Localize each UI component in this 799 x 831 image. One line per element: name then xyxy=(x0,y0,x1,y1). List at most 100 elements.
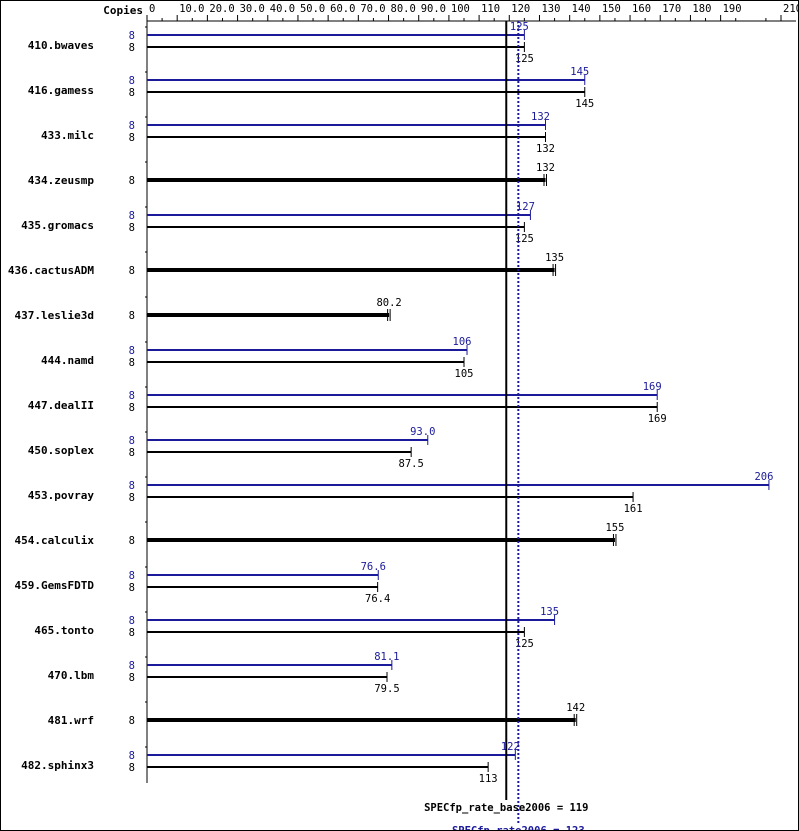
peak-copies-value: 8 xyxy=(129,570,135,582)
x-tick-label: 80.0 xyxy=(391,3,416,15)
bar-value-label: 132 xyxy=(536,162,555,174)
peak-value-label: 106 xyxy=(453,336,472,348)
peak-copies-value: 8 xyxy=(129,390,135,402)
base-value-label: 79.5 xyxy=(374,683,399,695)
peak-copies-value: 8 xyxy=(129,210,135,222)
base-value-label: 125 xyxy=(515,233,534,245)
base-copies-value: 8 xyxy=(129,222,135,234)
x-tick-label: 160 xyxy=(632,3,651,15)
x-tick-label: 180 xyxy=(692,3,711,15)
copies-value: 8 xyxy=(129,265,135,277)
x-tick-label: 190 xyxy=(723,3,742,15)
benchmark-label: 481.wrf xyxy=(48,714,94,727)
base-value-label: 113 xyxy=(479,773,498,785)
peak-value-label: 76.6 xyxy=(361,561,386,573)
peak-copies-value: 8 xyxy=(129,435,135,447)
peak-copies-value: 8 xyxy=(129,75,135,87)
benchmark-label: 416.gamess xyxy=(28,84,94,97)
peak-value-label: 93.0 xyxy=(410,426,435,438)
benchmark-label: 453.povray xyxy=(28,489,95,502)
benchmark-label: 433.milc xyxy=(41,129,94,142)
base-value-label: 76.4 xyxy=(365,593,390,605)
x-tick-label: 60.0 xyxy=(330,3,355,15)
peak-copies-value: 8 xyxy=(129,660,135,672)
peak-reference-label: SPECfp_rate2006 = 123 xyxy=(452,825,585,830)
x-tick-label: 30.0 xyxy=(240,3,265,15)
base-value-label: 132 xyxy=(536,143,555,155)
x-tick-label: 100 xyxy=(451,3,470,15)
x-tick-label: 70.0 xyxy=(360,3,385,15)
x-tick-label: 40.0 xyxy=(270,3,295,15)
x-tick-label: 120 xyxy=(511,3,530,15)
base-copies-value: 8 xyxy=(129,42,135,54)
base-value-label: 87.5 xyxy=(399,458,424,470)
base-copies-value: 8 xyxy=(129,762,135,774)
base-copies-value: 8 xyxy=(129,627,135,639)
peak-value-label: 145 xyxy=(570,66,589,78)
x-tick-label: 110 xyxy=(481,3,500,15)
benchmark-label: 444.namd xyxy=(41,354,94,367)
peak-value-label: 81.1 xyxy=(374,651,399,663)
base-copies-value: 8 xyxy=(129,132,135,144)
base-copies-value: 8 xyxy=(129,87,135,99)
benchmark-label: 454.calculix xyxy=(15,534,95,547)
benchmark-label: 435.gromacs xyxy=(21,219,94,232)
benchmark-label: 459.GemsFDTD xyxy=(15,579,95,592)
base-copies-value: 8 xyxy=(129,402,135,414)
benchmark-label: 470.lbm xyxy=(48,669,95,682)
x-tick-label: 140 xyxy=(572,3,591,15)
x-tick-label: 170 xyxy=(662,3,681,15)
base-copies-value: 8 xyxy=(129,672,135,684)
peak-value-label: 169 xyxy=(643,381,662,393)
bar-value-label: 155 xyxy=(605,522,624,534)
base-value-label: 125 xyxy=(515,53,534,65)
base-value-label: 161 xyxy=(624,503,643,515)
base-reference-label: SPECfp_rate_base2006 = 119 xyxy=(424,802,588,814)
peak-value-label: 127 xyxy=(516,201,535,213)
x-tick-label: 150 xyxy=(602,3,621,15)
peak-value-label: 135 xyxy=(540,606,559,618)
peak-copies-value: 8 xyxy=(129,480,135,492)
benchmark-label: 436.cactusADM xyxy=(8,264,94,277)
bar-value-label: 80.2 xyxy=(376,297,401,309)
base-value-label: 125 xyxy=(515,638,534,650)
peak-copies-value: 8 xyxy=(129,30,135,42)
bar-value-label: 142 xyxy=(566,702,585,714)
base-copies-value: 8 xyxy=(129,447,135,459)
x-tick-label: 0 xyxy=(149,3,155,15)
benchmark-label: 450.soplex xyxy=(28,444,95,457)
benchmark-label: 482.sphinx3 xyxy=(21,759,94,772)
benchmark-label: 465.tonto xyxy=(34,624,94,637)
x-tick-label: 20.0 xyxy=(209,3,234,15)
copies-value: 8 xyxy=(129,175,135,187)
peak-value-label: 132 xyxy=(531,111,550,123)
peak-value-label: 206 xyxy=(754,471,773,483)
base-value-label: 145 xyxy=(575,98,594,110)
x-tick-label: 90.0 xyxy=(421,3,446,15)
x-tick-label: 210 xyxy=(783,3,798,15)
peak-copies-value: 8 xyxy=(129,120,135,132)
peak-copies-value: 8 xyxy=(129,345,135,357)
base-copies-value: 8 xyxy=(129,492,135,504)
benchmark-label: 434.zeusmp xyxy=(28,174,95,187)
x-tick-label: 10.0 xyxy=(179,3,204,15)
copies-value: 8 xyxy=(129,535,135,547)
x-tick-label: 50.0 xyxy=(300,3,325,15)
peak-value-label: 125 xyxy=(510,21,529,33)
benchmark-label: 410.bwaves xyxy=(28,39,94,52)
base-value-label: 105 xyxy=(455,368,474,380)
peak-copies-value: 8 xyxy=(129,750,135,762)
copies-axis-label: Copies xyxy=(103,4,143,17)
base-copies-value: 8 xyxy=(129,582,135,594)
base-copies-value: 8 xyxy=(129,357,135,369)
benchmark-label: 437.leslie3d xyxy=(15,309,94,322)
bar-value-label: 135 xyxy=(545,252,564,264)
peak-copies-value: 8 xyxy=(129,615,135,627)
copies-value: 8 xyxy=(129,310,135,322)
peak-value-label: 122 xyxy=(501,741,520,753)
benchmark-label: 447.dealII xyxy=(28,399,94,412)
base-value-label: 169 xyxy=(648,413,667,425)
copies-value: 8 xyxy=(129,715,135,727)
